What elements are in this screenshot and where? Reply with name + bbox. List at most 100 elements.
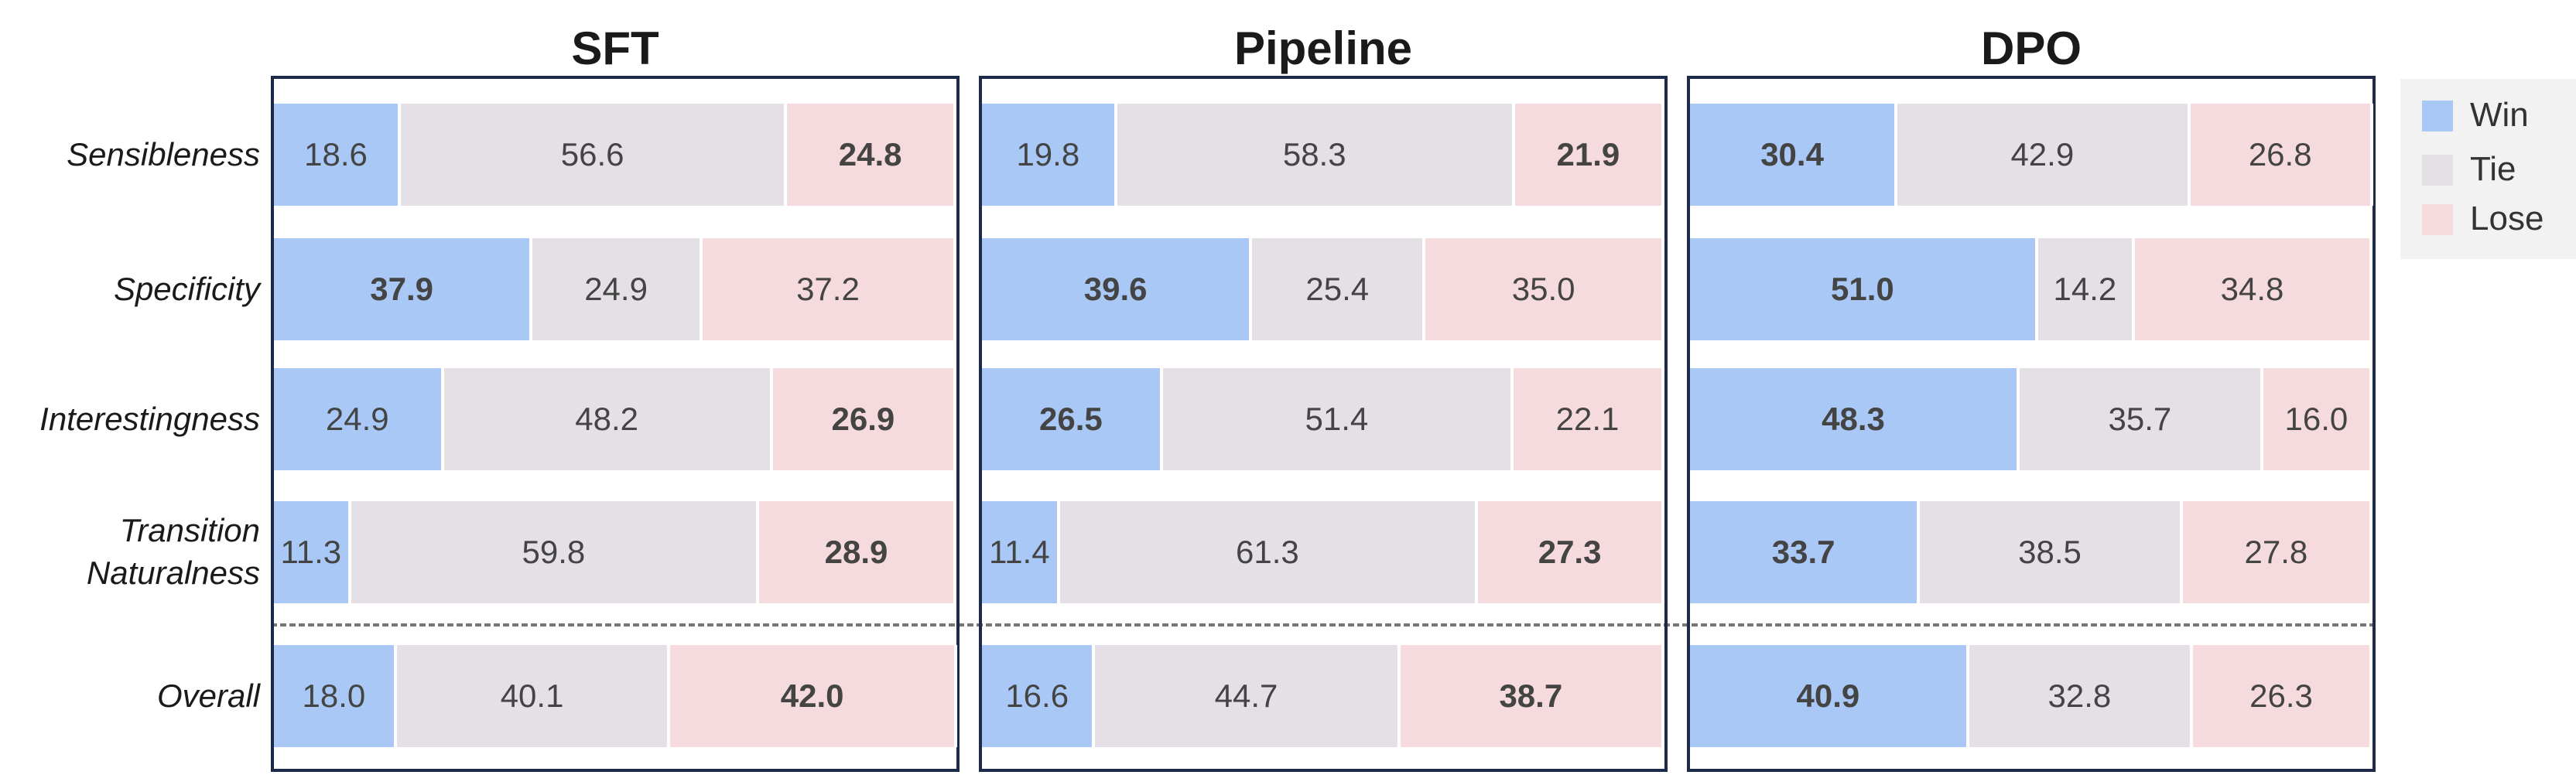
value-label: 27.3 [1538,534,1602,570]
bar-segment: 11.4 [982,501,1060,603]
bar-segment: 26.8 [2190,104,2373,206]
legend-swatch [2422,155,2453,186]
bar-segment: 27.8 [2182,501,2372,603]
value-label: 18.0 [302,678,366,714]
bar-segment: 58.3 [1117,104,1515,206]
bar-segment: 59.8 [351,501,760,603]
bar-segment: 26.9 [772,368,956,470]
bar-segment: 16.6 [982,645,1096,747]
value-label: 33.7 [1771,534,1835,570]
value-label: 19.8 [1016,136,1080,172]
bar-segment: 61.3 [1059,501,1479,603]
value-label: 39.6 [1083,271,1148,307]
bar-segment: 48.3 [1690,368,2020,470]
bar-segment: 51.4 [1162,368,1514,470]
bar-segment: 30.4 [1690,104,1898,206]
value-label: 48.3 [1822,401,1885,437]
value-label: 24.9 [325,401,389,437]
panel-frame [1687,76,2376,772]
bar-segment: 40.9 [1690,645,1969,747]
value-label: 30.4 [1760,136,1824,172]
panel-frame [979,76,1668,772]
value-label: 38.5 [2018,534,2082,570]
bar-segment: 37.9 [274,238,533,340]
bar-segment: 38.5 [1920,501,2183,603]
value-label: 59.8 [522,534,586,570]
bar-segment: 11.3 [274,501,351,603]
value-label: 16.0 [2284,401,2349,437]
value-label: 51.4 [1305,401,1369,437]
bar-segment: 22.1 [1514,368,1664,470]
bar-segment: 37.2 [702,238,956,340]
bar-segment: 18.6 [274,104,402,206]
value-label: 34.8 [2220,271,2284,307]
panel-title: Pipeline [1233,22,1413,74]
value-label: 21.9 [1556,136,1620,172]
category-label: Overall [156,677,260,714]
bar-segment: 35.7 [2020,368,2263,470]
bar-segment: 26.5 [982,368,1163,470]
value-label: 24.9 [584,271,648,307]
bar-segment: 28.9 [759,501,956,603]
bar-segment: 27.3 [1478,501,1664,603]
bar-segment: 42.0 [670,645,957,747]
bar-segment: 24.8 [787,104,956,206]
bar-segment: 44.7 [1095,645,1401,747]
value-label: 37.9 [370,271,433,307]
legend-label: Win [2470,96,2529,134]
panel-frame [271,76,960,772]
panel-title: DPO [1980,22,2082,74]
bar-segment: 33.7 [1690,501,1921,603]
bar-segment: 56.6 [401,104,788,206]
value-label: 18.6 [304,136,368,172]
bar-segment: 24.9 [532,238,703,340]
bar-segment: 25.4 [1252,238,1426,340]
legend-label: Lose [2470,200,2544,237]
legend-label: Tie [2470,150,2516,188]
value-label: 40.9 [1796,678,1860,714]
value-label: 61.3 [1236,534,1299,570]
value-label: 42.9 [2010,136,2075,172]
bar-segment: 35.0 [1425,238,1664,340]
bar-segment: 16.0 [2263,368,2372,470]
bar-segment: 14.2 [2037,238,2136,340]
value-label: 25.4 [1305,271,1370,307]
value-label: 14.2 [2053,271,2117,307]
category-label: Specificity [113,270,260,307]
legend-swatch [2422,101,2453,131]
bar-segment: 40.1 [396,645,671,747]
value-label: 58.3 [1282,136,1346,172]
value-label: 26.8 [2248,136,2312,172]
value-label: 26.5 [1038,401,1103,437]
value-label: 37.2 [796,271,860,307]
bar-segment: 39.6 [982,238,1253,340]
value-label: 56.6 [560,136,624,172]
bar-segment: 51.0 [1690,238,2038,340]
value-label: 22.1 [1555,401,1620,437]
panel-title: SFT [571,22,659,74]
value-label: 51.0 [1831,271,1894,307]
bar-segment: 42.9 [1897,104,2191,206]
value-label: 28.9 [824,534,888,570]
value-label: 11.3 [280,534,342,570]
value-label: 26.3 [2249,678,2313,714]
value-label: 38.7 [1499,678,1563,714]
value-label: 44.7 [1214,678,1278,714]
bar-segment: 38.7 [1400,645,1664,747]
bar-segment: 24.9 [274,368,444,470]
value-label: 35.7 [2108,401,2172,437]
separator [271,623,2376,626]
bar-segment: 32.8 [1969,645,2194,747]
bar-segment: 34.8 [2135,238,2372,340]
category-label: Interestingness [39,400,260,437]
value-label: 42.0 [780,678,844,714]
value-label: 48.2 [575,401,639,437]
value-label: 40.1 [500,678,564,714]
bar-segment: 48.2 [443,368,773,470]
legend-swatch [2422,204,2453,235]
bar-segment: 26.3 [2193,645,2372,747]
value-label: 11.4 [988,534,1050,570]
bar-segment: 19.8 [982,104,1117,206]
bar-segment: 18.0 [274,645,397,747]
